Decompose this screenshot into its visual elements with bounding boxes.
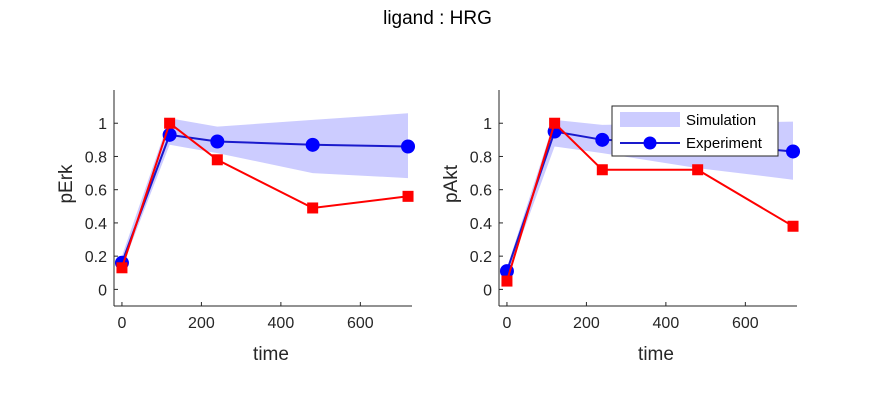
- model-point: [164, 117, 176, 129]
- x-tick-label: 200: [573, 315, 600, 332]
- simulation-band: [506, 119, 793, 277]
- experiment-point: [210, 134, 225, 149]
- legend-simulation-label: Simulation: [686, 112, 756, 129]
- y-axis-label: pErk: [56, 164, 77, 204]
- model-point: [307, 202, 319, 214]
- experiment-point: [595, 132, 610, 147]
- figure-title: ligand : HRG: [383, 8, 492, 29]
- y-tick-label: 0.6: [85, 183, 107, 200]
- model-point: [549, 117, 561, 129]
- legend: Simulation Experiment: [611, 105, 779, 157]
- model-point: [501, 275, 513, 287]
- model-point: [596, 164, 608, 176]
- y-tick-label: 1: [98, 116, 107, 133]
- model-point: [692, 164, 704, 176]
- x-tick-label: 600: [347, 315, 374, 332]
- y-tick-label: 0: [98, 282, 107, 299]
- x-tick-label: 0: [117, 315, 126, 332]
- model-point: [116, 262, 128, 274]
- x-axis-label: time: [638, 344, 674, 365]
- experiment-point: [305, 137, 320, 152]
- y-tick-label: 0.2: [470, 249, 492, 266]
- model-point: [402, 190, 414, 202]
- experiment-point: [786, 144, 801, 159]
- y-tick-label: 1: [483, 116, 492, 133]
- model-point: [211, 154, 223, 166]
- y-tick-label: 0: [483, 282, 492, 299]
- legend-experiment-label: Experiment: [686, 135, 763, 152]
- legend-experiment-marker: [643, 136, 657, 150]
- simulation-band: [121, 113, 409, 268]
- x-tick-label: 400: [653, 315, 680, 332]
- y-tick-label: 0.8: [85, 149, 107, 166]
- x-tick-label: 0: [502, 315, 511, 332]
- pakt-plot: 0 200 400 600 0 0.2 0.4 0.6 0.8 1 time pAkt Simulati…: [441, 90, 801, 365]
- x-tick-label: 600: [732, 315, 759, 332]
- y-tick-label: 0.8: [470, 149, 492, 166]
- perk-plot: 0 200 400 600 0 0.2 0.4 0.6 0.8 1 time pErk: [56, 90, 416, 365]
- y-tick-label: 0.4: [85, 216, 107, 233]
- experiment-point: [401, 139, 416, 154]
- model-point: [787, 220, 799, 232]
- x-axis-label: time: [253, 344, 289, 365]
- y-axis-label: pAkt: [441, 164, 462, 203]
- x-tick-label: 400: [268, 315, 295, 332]
- y-tick-label: 0.4: [470, 216, 492, 233]
- y-tick-label: 0.2: [85, 249, 107, 266]
- legend-simulation-swatch: [620, 112, 680, 127]
- y-tick-label: 0.6: [470, 183, 492, 200]
- x-tick-label: 200: [188, 315, 215, 332]
